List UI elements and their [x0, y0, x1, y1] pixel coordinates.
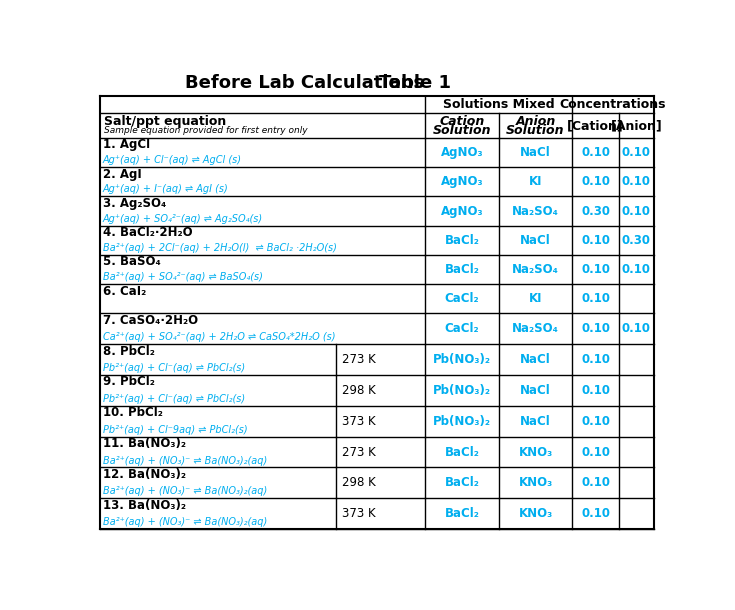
Text: 0.10: 0.10 — [622, 204, 650, 218]
Text: NaCl: NaCl — [520, 146, 551, 159]
Text: NaCl: NaCl — [520, 415, 551, 428]
Text: 0.10: 0.10 — [622, 322, 650, 336]
Text: Sample equation provided for first entry only: Sample equation provided for first entry… — [104, 126, 307, 135]
Text: CaCl₂: CaCl₂ — [445, 292, 479, 306]
Text: Ag⁺(aq) + I⁻(aq) ⇌ AgI (s): Ag⁺(aq) + I⁻(aq) ⇌ AgI (s) — [103, 184, 229, 195]
Text: 0.30: 0.30 — [581, 204, 610, 218]
Text: CaCl₂: CaCl₂ — [445, 322, 479, 336]
Text: 0.30: 0.30 — [622, 234, 650, 247]
Text: 7. CaSO₄·2H₂O: 7. CaSO₄·2H₂O — [103, 314, 198, 327]
Text: 11. Ba(NO₃)₂: 11. Ba(NO₃)₂ — [103, 437, 186, 450]
Text: Solution: Solution — [506, 124, 564, 137]
Text: 0.10: 0.10 — [581, 234, 610, 247]
Text: 373 K: 373 K — [343, 507, 376, 520]
Text: BaCl₂: BaCl₂ — [445, 476, 479, 489]
Text: 8. PbCl₂: 8. PbCl₂ — [103, 345, 154, 357]
Text: KNO₃: KNO₃ — [518, 507, 553, 520]
Text: 5. BaSO₄: 5. BaSO₄ — [103, 256, 160, 268]
Text: Table 1: Table 1 — [379, 74, 451, 92]
Text: 0.10: 0.10 — [581, 322, 610, 336]
Text: Ba²⁺(aq) + (NO₃)⁻ ⇌ Ba(NO₃)₂(aq): Ba²⁺(aq) + (NO₃)⁻ ⇌ Ba(NO₃)₂(aq) — [103, 486, 267, 497]
Text: 0.10: 0.10 — [622, 175, 650, 188]
Text: 13. Ba(NO₃)₂: 13. Ba(NO₃)₂ — [103, 498, 186, 512]
Text: 9. PbCl₂: 9. PbCl₂ — [103, 376, 154, 389]
Text: Ag⁺(aq) + Cl⁻(aq) ⇌ AgCl (s): Ag⁺(aq) + Cl⁻(aq) ⇌ AgCl (s) — [103, 155, 242, 165]
Text: 273 K: 273 K — [343, 445, 376, 459]
Text: Ba²⁺(aq) + 2Cl⁻(aq) + 2H₂O(l)  ⇌ BaCl₂ ·2H₂O(s): Ba²⁺(aq) + 2Cl⁻(aq) + 2H₂O(l) ⇌ BaCl₂ ·2… — [103, 243, 337, 253]
Text: 0.10: 0.10 — [581, 146, 610, 159]
Text: Na₂SO₄: Na₂SO₄ — [512, 322, 559, 336]
Text: Salt/ppt equation: Salt/ppt equation — [104, 115, 226, 128]
Text: NaCl: NaCl — [520, 384, 551, 397]
Text: 3. Ag₂SO₄: 3. Ag₂SO₄ — [103, 197, 166, 210]
Text: NaCl: NaCl — [520, 234, 551, 247]
Text: Cation: Cation — [440, 115, 484, 128]
Text: 0.10: 0.10 — [581, 476, 610, 489]
Text: BaCl₂: BaCl₂ — [445, 263, 479, 276]
Text: Pb²⁺(aq) + Cl⁻(aq) ⇌ PbCl₂(s): Pb²⁺(aq) + Cl⁻(aq) ⇌ PbCl₂(s) — [103, 394, 245, 404]
Text: 10. PbCl₂: 10. PbCl₂ — [103, 406, 162, 419]
Text: AgNO₃: AgNO₃ — [440, 175, 483, 188]
Text: Pb²⁺(aq) + Cl⁻(aq) ⇌ PbCl₂(s): Pb²⁺(aq) + Cl⁻(aq) ⇌ PbCl₂(s) — [103, 363, 245, 373]
Text: 2. AgI: 2. AgI — [103, 168, 141, 181]
Text: Ba²⁺(aq) + (NO₃)⁻ ⇌ Ba(NO₃)₂(aq): Ba²⁺(aq) + (NO₃)⁻ ⇌ Ba(NO₃)₂(aq) — [103, 456, 267, 465]
Text: [Anion]: [Anion] — [611, 119, 662, 132]
Text: KNO₃: KNO₃ — [518, 445, 553, 459]
Text: Pb(NO₃)₂: Pb(NO₃)₂ — [433, 353, 491, 366]
Text: Ba²⁺(aq) + SO₄²⁻(aq) ⇌ BaSO₄(s): Ba²⁺(aq) + SO₄²⁻(aq) ⇌ BaSO₄(s) — [103, 272, 262, 282]
Text: Solutions Mixed: Solutions Mixed — [443, 98, 555, 111]
Text: Na₂SO₄: Na₂SO₄ — [512, 263, 559, 276]
Text: 0.10: 0.10 — [581, 384, 610, 397]
Text: Ca²⁺(aq) + SO₄²⁻(aq) + 2H₂O ⇌ CaSO₄*2H₂O (s): Ca²⁺(aq) + SO₄²⁻(aq) + 2H₂O ⇌ CaSO₄*2H₂O… — [103, 332, 335, 342]
Text: 0.10: 0.10 — [581, 507, 610, 520]
Text: Anion: Anion — [515, 115, 556, 128]
Text: Before Lab Calculations: Before Lab Calculations — [185, 74, 424, 92]
Text: KI: KI — [528, 292, 542, 306]
Text: BaCl₂: BaCl₂ — [445, 507, 479, 520]
Text: Na₂SO₄: Na₂SO₄ — [512, 204, 559, 218]
Text: 0.10: 0.10 — [622, 146, 650, 159]
Text: AgNO₃: AgNO₃ — [440, 204, 483, 218]
Text: 0.10: 0.10 — [581, 415, 610, 428]
Text: KNO₃: KNO₃ — [518, 476, 553, 489]
Text: 298 K: 298 K — [343, 476, 376, 489]
Text: 0.10: 0.10 — [581, 292, 610, 306]
Text: 0.10: 0.10 — [622, 263, 650, 276]
Text: 0.10: 0.10 — [581, 175, 610, 188]
Text: AgNO₃: AgNO₃ — [440, 146, 483, 159]
Text: NaCl: NaCl — [520, 353, 551, 366]
Text: 273 K: 273 K — [343, 353, 376, 366]
Text: Solution: Solution — [433, 124, 491, 137]
Text: Concentrations: Concentrations — [560, 98, 667, 111]
Text: 6. CaI₂: 6. CaI₂ — [103, 285, 146, 298]
Text: 373 K: 373 K — [343, 415, 376, 428]
Text: BaCl₂: BaCl₂ — [445, 445, 479, 459]
Text: 1. AgCl: 1. AgCl — [103, 138, 150, 151]
Text: [Cation]: [Cation] — [567, 119, 624, 132]
Text: Pb(NO₃)₂: Pb(NO₃)₂ — [433, 384, 491, 397]
Text: Pb(NO₃)₂: Pb(NO₃)₂ — [433, 415, 491, 428]
Text: 4. BaCl₂·2H₂O: 4. BaCl₂·2H₂O — [103, 226, 193, 239]
Text: 0.10: 0.10 — [581, 263, 610, 276]
Text: 298 K: 298 K — [343, 384, 376, 397]
Text: Ag⁺(aq) + SO₄²⁻(aq) ⇌ Ag₂SO₄(s): Ag⁺(aq) + SO₄²⁻(aq) ⇌ Ag₂SO₄(s) — [103, 214, 263, 224]
Text: Ba²⁺(aq) + (NO₃)⁻ ⇌ Ba(NO₃)₂(aq): Ba²⁺(aq) + (NO₃)⁻ ⇌ Ba(NO₃)₂(aq) — [103, 517, 267, 527]
Text: 0.10: 0.10 — [581, 353, 610, 366]
Text: 12. Ba(NO₃)₂: 12. Ba(NO₃)₂ — [103, 468, 186, 481]
Text: BaCl₂: BaCl₂ — [445, 234, 479, 247]
Text: 0.10: 0.10 — [581, 445, 610, 459]
Text: Pb²⁺(aq) + Cl⁻9aq) ⇌ PbCl₂(s): Pb²⁺(aq) + Cl⁻9aq) ⇌ PbCl₂(s) — [103, 425, 248, 435]
Text: KI: KI — [528, 175, 542, 188]
